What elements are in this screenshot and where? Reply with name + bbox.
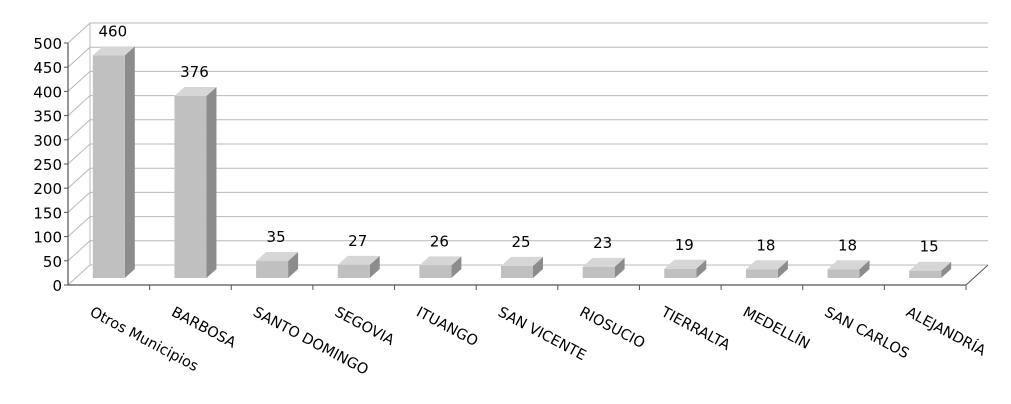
bar-side (124, 46, 135, 278)
y-tick-label: 200 (33, 180, 62, 198)
gridline-depth (67, 216, 91, 237)
bar (664, 268, 697, 278)
bar (92, 55, 125, 278)
bar-top (745, 260, 788, 270)
bar (909, 270, 942, 278)
y-tick-label: 150 (33, 204, 62, 222)
bar-top (501, 256, 543, 266)
bar-side (859, 260, 870, 278)
y-tick-label: 350 (33, 108, 62, 126)
bar-side (777, 260, 788, 278)
data-label: 460 (98, 22, 127, 40)
bar-top (827, 260, 870, 270)
x-tick-label: MEDELLÍN (740, 304, 813, 353)
data-label: 23 (593, 234, 612, 252)
floor-right-edge (965, 264, 989, 286)
bar-side (941, 261, 952, 278)
data-label: 19 (675, 236, 694, 254)
bar (745, 269, 778, 278)
data-label: 376 (180, 63, 209, 81)
x-tick-label: BARBOSA (169, 304, 239, 351)
bar-top (256, 252, 299, 262)
bar (337, 264, 370, 278)
x-tick-label: ITUANGO (413, 304, 480, 350)
gridline-depth (67, 95, 91, 116)
bar (582, 266, 615, 278)
y-tick-label: 300 (33, 132, 62, 150)
y-tick-label: 50 (43, 253, 62, 271)
data-label: 15 (920, 238, 939, 256)
gridline-depth (67, 264, 91, 286)
gridline-depth (67, 192, 91, 213)
bars (92, 46, 952, 279)
data-label: 27 (348, 232, 367, 250)
bar-side (533, 256, 543, 278)
y-tick-label: 450 (33, 59, 62, 77)
gridline-depth (67, 22, 91, 44)
bar (256, 261, 289, 278)
bar (174, 96, 207, 279)
bar-side (451, 256, 462, 278)
data-label: 35 (267, 228, 286, 246)
y-tick-label: 0 (52, 277, 62, 295)
bar-top (909, 261, 952, 271)
y-tick-label: 250 (33, 156, 62, 174)
bar-side (288, 252, 299, 278)
bar-top (337, 255, 380, 265)
bar-top (582, 257, 625, 267)
bar-side (696, 259, 707, 278)
bar-top (174, 87, 217, 97)
data-label: 25 (511, 233, 530, 251)
gridline-depth (67, 119, 91, 141)
x-tick-label: ALEJANDRÍA (903, 304, 988, 360)
gridline-depth (67, 240, 91, 262)
gridline-depth (67, 167, 91, 189)
bar-top (92, 46, 135, 56)
x-tick-label: SAN CARLOS (822, 304, 912, 362)
bar-top (664, 259, 707, 269)
bar-top (419, 256, 462, 266)
bar (827, 269, 860, 278)
gridline-depth (67, 71, 91, 92)
bar (419, 265, 452, 278)
gridline-depth (67, 143, 91, 165)
bar-side (614, 257, 625, 278)
x-tick-label: SAN VICENTE (495, 304, 588, 364)
y-tick-label: 100 (33, 229, 62, 247)
bar-side (369, 255, 380, 278)
y-tick-label: 500 (33, 35, 62, 53)
bar (501, 265, 533, 278)
bar-side (206, 87, 217, 279)
data-label: 18 (756, 236, 775, 254)
axes (64, 42, 989, 290)
x-tick-label: TIERRALTA (658, 304, 733, 354)
x-tick-label: SEGOVIA (332, 304, 397, 349)
y-tick-label: 400 (33, 83, 62, 101)
data-label: 26 (430, 232, 449, 250)
gridline-depth (67, 46, 91, 68)
x-tick-label: RIOSUCIO (577, 304, 648, 352)
data-label: 18 (838, 236, 857, 254)
